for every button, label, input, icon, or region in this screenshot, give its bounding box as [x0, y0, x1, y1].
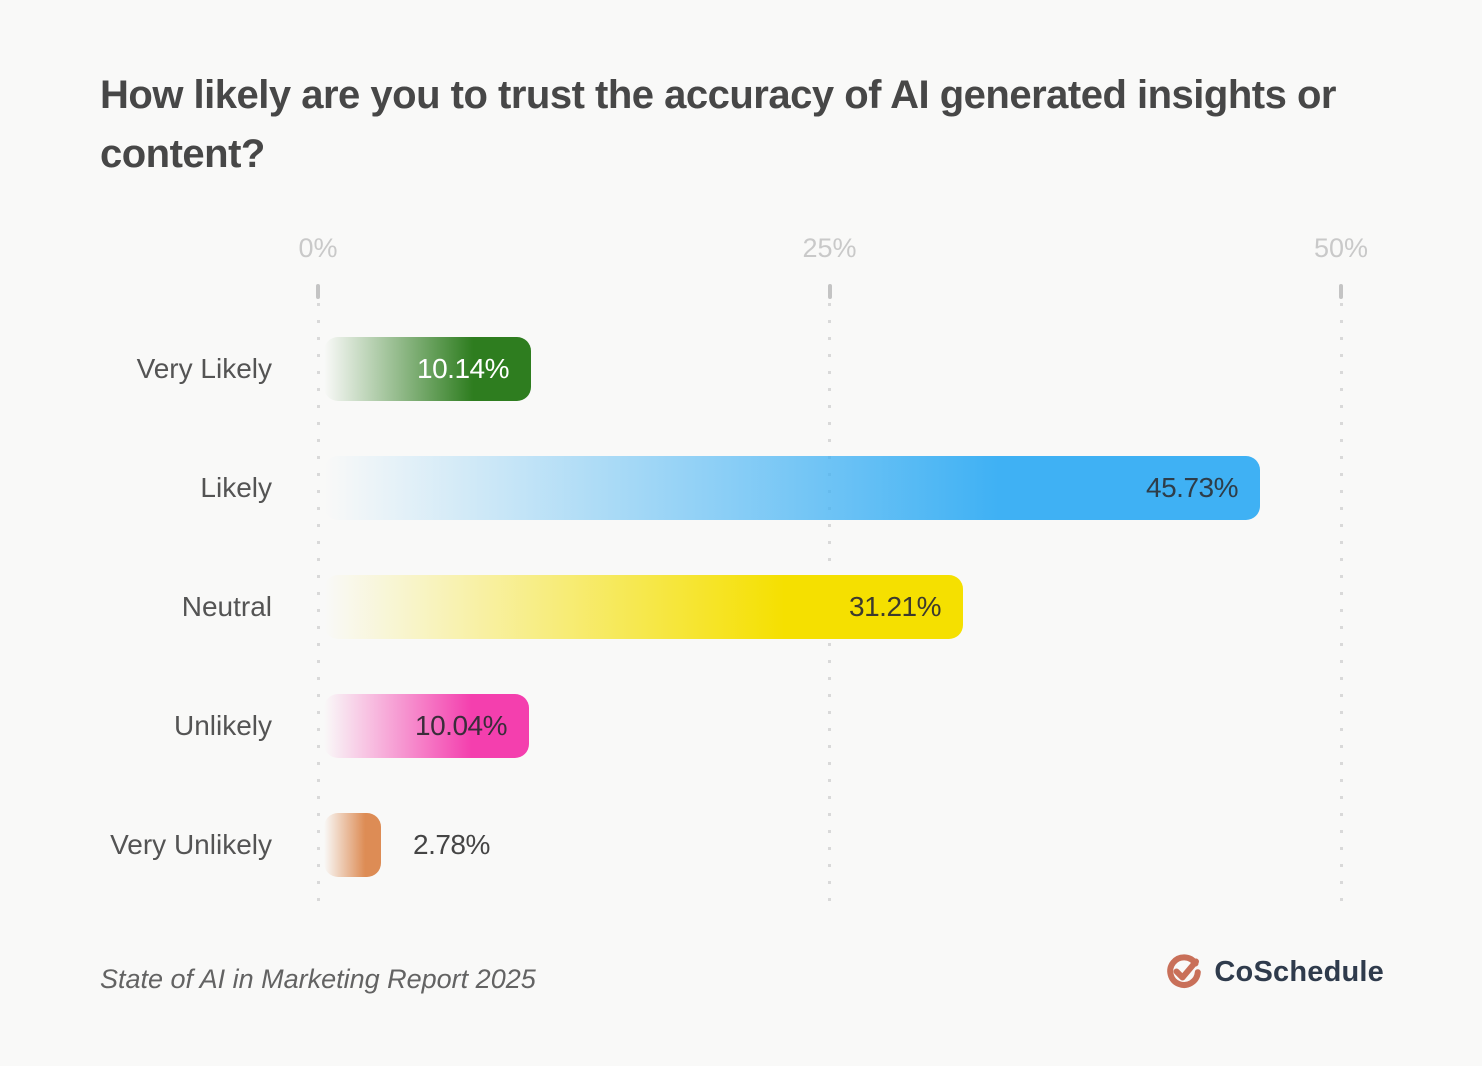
- chart-title: How likely are you to trust the accuracy…: [100, 73, 1336, 176]
- axis-tick-mark: [1339, 284, 1343, 299]
- value-label-very-unlikely: 2.78%: [413, 829, 490, 860]
- axis-tick-mark: [827, 284, 832, 299]
- gridline: [1339, 303, 1343, 908]
- category-label-very-likely: Very Likely: [136, 353, 272, 384]
- value-label-unlikely: 10.04%: [415, 710, 507, 741]
- category-label-neutral: Neutral: [181, 591, 272, 622]
- value-label-neutral: 31.21%: [849, 591, 941, 622]
- axis-tick-label: 0%: [298, 233, 338, 263]
- bar-very-unlikely: 2.78%: [324, 813, 490, 877]
- category-label-unlikely: Unlikely: [173, 710, 272, 741]
- bar-very-likely: 10.14%: [324, 337, 531, 401]
- category-label-likely: Likely: [200, 472, 272, 503]
- bar-unlikely: 10.04%: [324, 694, 529, 758]
- brand-logo: CoSchedule: [1164, 952, 1384, 992]
- coschedule-checkmark-icon: [1164, 952, 1204, 992]
- source-caption: State of AI in Marketing Report 2025: [100, 964, 536, 994]
- brand-name: CoSchedule: [1214, 955, 1384, 988]
- axis-tick-mark: [316, 284, 320, 299]
- bar-likely: 45.73%: [324, 456, 1260, 520]
- value-label-very-likely: 10.14%: [417, 353, 509, 384]
- axis-tick-label: 50%: [1313, 233, 1369, 263]
- axis-tick-label: 25%: [802, 233, 857, 263]
- gridline: [316, 303, 320, 908]
- category-label-very-unlikely: Very Unlikely: [110, 829, 272, 860]
- bar-neutral: 31.21%: [324, 575, 963, 639]
- value-label-likely: 45.73%: [1146, 472, 1238, 503]
